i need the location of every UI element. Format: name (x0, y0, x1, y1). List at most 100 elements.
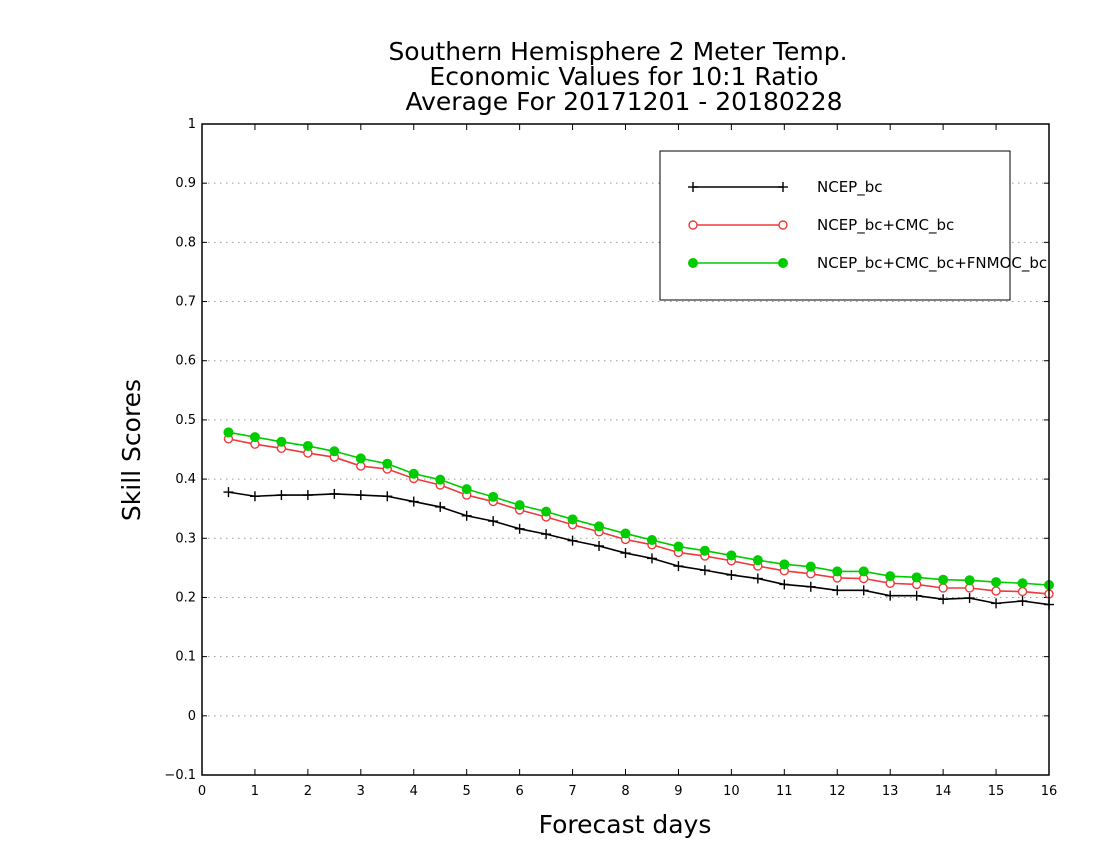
data-point-plus (541, 529, 552, 540)
data-point-filled-circle (752, 555, 763, 566)
legend-item-1: NCEP_bc (688, 178, 883, 197)
data-point-filled-circle (594, 521, 605, 532)
legend-label: NCEP_bc+CMC_bc+FNMOC_bc (817, 254, 1047, 273)
data-point-filled-circle (885, 571, 896, 582)
x-tick-label: 11 (776, 784, 793, 799)
x-tick-label: 13 (882, 784, 899, 799)
data-point-plus (778, 182, 788, 192)
y-tick-label: 0.9 (175, 176, 196, 191)
data-point-filled-circle (223, 427, 234, 438)
y-tick-label: 0.3 (175, 531, 196, 546)
data-point-filled-circle (276, 436, 287, 447)
chart-title: Southern Hemisphere 2 Meter Temp. Econom… (388, 37, 847, 116)
data-point-plus (355, 490, 366, 501)
data-point-open-circle (688, 220, 698, 230)
data-point-filled-circle (1017, 578, 1028, 589)
data-point-filled-circle (408, 468, 419, 479)
legend-label: NCEP_bc+CMC_bc (817, 216, 954, 235)
data-point-plus (885, 590, 896, 601)
legend-item-3: NCEP_bc+CMC_bc+FNMOC_bc (688, 254, 1047, 273)
data-point-plus (1017, 596, 1028, 607)
series-3 (223, 427, 1054, 591)
plot-frame (201, 123, 1050, 776)
x-tick-label: 2 (304, 784, 312, 799)
data-point-plus (673, 561, 684, 572)
data-point-filled-circle (964, 575, 975, 586)
data-point-plus (514, 523, 525, 534)
data-point-filled-circle (355, 453, 366, 464)
x-tick-label: 9 (674, 784, 682, 799)
data-point-plus (832, 585, 843, 596)
x-tick-label: 3 (357, 784, 365, 799)
data-point-filled-circle (911, 572, 922, 583)
data-point-plus (646, 553, 657, 564)
data-point-filled-circle (435, 474, 446, 485)
chart-title-line-3: Average For 20171201 - 20180228 (405, 87, 842, 116)
data-point-plus (594, 540, 605, 551)
series-layer (223, 427, 1054, 610)
y-tick-label: −0.1 (164, 768, 196, 783)
data-point-filled-circle (991, 577, 1002, 588)
x-tick-label: 6 (515, 784, 523, 799)
x-tick-label: 4 (410, 784, 418, 799)
data-point-filled-circle (699, 545, 710, 556)
y-tick-label: 0.2 (175, 590, 196, 605)
legend-item-2: NCEP_bc+CMC_bc (688, 216, 954, 235)
series-1 (223, 487, 1054, 610)
data-point-plus (858, 585, 869, 596)
x-tick-label: 5 (463, 784, 471, 799)
x-tick-label: 14 (935, 784, 952, 799)
data-point-filled-circle (726, 550, 737, 561)
data-point-filled-circle (249, 432, 260, 443)
x-tick-label: 7 (568, 784, 576, 799)
data-point-filled-circle (567, 514, 578, 525)
legend: NCEP_bc NCEP_bc+CMC_bc NCEP_bc+CMC_bc+FNMO… (659, 150, 1047, 301)
data-point-plus (752, 573, 763, 584)
data-point-plus (911, 590, 922, 601)
chart-title-line-2: Economic Values for 10:1 Ratio (429, 62, 818, 91)
y-axis-title: Skill Scores (117, 379, 146, 521)
data-point-filled-circle (688, 258, 698, 268)
data-point-plus (938, 594, 949, 605)
data-point-filled-circle (514, 500, 525, 511)
legend-label: NCEP_bc (817, 178, 883, 197)
tick-layer: −0.100.10.20.30.40.50.60.70.80.910 1 2 3 4 5 6… (164, 117, 1057, 799)
series-2 (223, 434, 1054, 599)
data-point-filled-circle (329, 446, 340, 457)
data-point-plus (223, 487, 234, 498)
series-line (228, 438, 1050, 595)
data-point-filled-circle (461, 484, 472, 495)
data-point-plus (329, 488, 340, 499)
y-tick-label: 0.1 (175, 650, 196, 665)
data-point-filled-circle (778, 258, 788, 268)
data-point-plus (302, 490, 313, 501)
data-point-plus (408, 496, 419, 507)
data-point-filled-circle (779, 559, 790, 570)
data-point-plus (276, 490, 287, 501)
data-point-filled-circle (488, 491, 499, 502)
data-point-filled-circle (646, 535, 657, 546)
data-point-open-circle (938, 583, 948, 593)
y-tick-label: 0.7 (175, 295, 196, 310)
data-point-plus (699, 565, 710, 576)
y-tick-label: 1 (188, 117, 196, 132)
data-point-filled-circle (858, 566, 869, 577)
data-point-plus (435, 501, 446, 512)
y-tick-label: 0.5 (175, 413, 196, 428)
x-tick-label: 12 (829, 784, 846, 799)
data-point-filled-circle (805, 561, 816, 572)
data-point-plus (382, 491, 393, 502)
data-point-plus (620, 548, 631, 559)
data-point-filled-circle (832, 566, 843, 577)
data-point-filled-circle (302, 440, 313, 451)
data-point-open-circle (991, 586, 1001, 596)
series-line (228, 491, 1050, 606)
y-tick-label: 0.6 (175, 354, 196, 369)
data-point-filled-circle (620, 528, 631, 539)
x-tick-label: 16 (1041, 784, 1058, 799)
data-point-filled-circle (541, 506, 552, 517)
chart-title-line-1: Southern Hemisphere 2 Meter Temp. (388, 37, 847, 66)
data-point-plus (779, 579, 790, 590)
data-point-filled-circle (382, 458, 393, 469)
